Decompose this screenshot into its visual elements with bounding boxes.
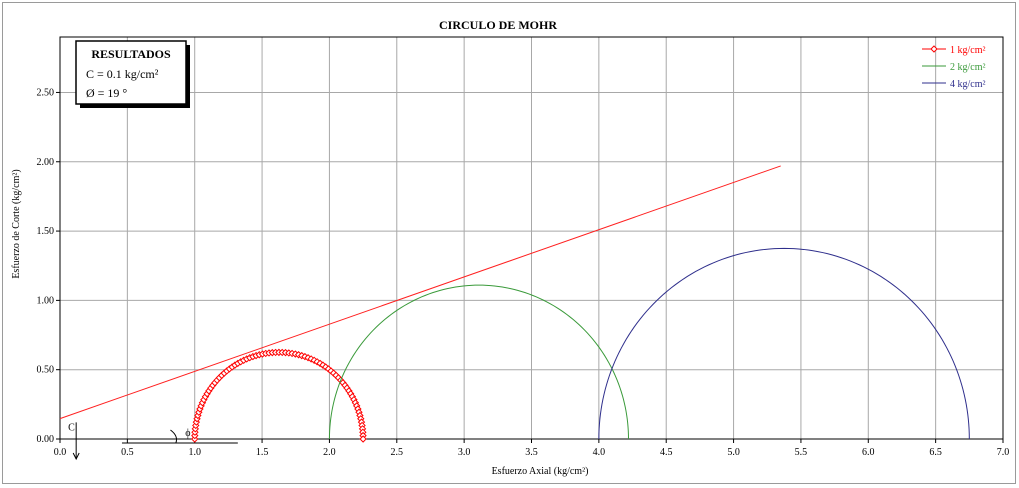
mohr-circle-2 <box>328 284 629 440</box>
envelope-line <box>59 165 781 420</box>
c-arrow-head <box>72 452 80 461</box>
chart-title: CIRCULO DE MOHR <box>439 18 557 32</box>
y-tick-label: 0.00 <box>37 434 55 445</box>
y-tick-label: 2.00 <box>37 157 55 168</box>
y-tick-label: 0.50 <box>37 365 55 376</box>
x-tick-label: 0.0 <box>54 447 67 458</box>
x-tick-label: 5.5 <box>795 447 808 458</box>
x-tick-label: 6.5 <box>929 447 942 458</box>
legend-label-3: 4 kg/cm² <box>950 79 986 90</box>
x-tick-label: 5.0 <box>727 447 740 458</box>
diamond-marker <box>359 435 367 443</box>
x-axis-ticks: 0.0 0.5 1.0 1.5 2.0 2.5 3.0 3.5 4.0 4.5 5.0 5.5 6.0 6… <box>54 439 1010 458</box>
legend: 1 kg/cm² 2 kg/cm² 4 kg/cm² <box>922 45 986 90</box>
x-tick-label: 4.0 <box>593 447 606 458</box>
legend-label-2: 2 kg/cm² <box>950 62 986 73</box>
results-box: RESULTADOS C = 0.1 kg/cm² Ø = 19 ° <box>75 40 190 108</box>
results-cohesion: C = 0.1 kg/cm² <box>86 67 159 81</box>
grid <box>60 37 1003 439</box>
y-tick-label: 1.50 <box>37 226 55 237</box>
mohr-circle-3 <box>598 247 970 440</box>
mohr-circles <box>191 247 970 443</box>
phi-arc <box>170 429 178 444</box>
x-tick-label: 3.5 <box>525 447 538 458</box>
x-tick-label: 6.0 <box>862 447 875 458</box>
y-axis-label: Esfuerzo de Corte (kg/cm²) <box>11 169 22 278</box>
x-tick-label: 3.0 <box>458 447 471 458</box>
legend-marker <box>930 45 938 53</box>
x-tick-label: 4.5 <box>660 447 673 458</box>
x-tick-label: 2.5 <box>391 447 404 458</box>
x-tick-label: 0.5 <box>121 447 134 458</box>
x-tick-label: 1.0 <box>188 447 201 458</box>
x-tick-label: 1.5 <box>256 447 269 458</box>
x-tick-label: 2.0 <box>323 447 336 458</box>
y-axis-ticks: 0.00 0.50 1.00 1.50 2.00 2.50 <box>37 87 60 445</box>
diamond-marker <box>191 428 199 436</box>
results-angle: Ø = 19 ° <box>86 86 127 100</box>
y-tick-label: 1.00 <box>37 295 55 306</box>
results-title: RESULTADOS <box>91 47 171 61</box>
mohr-circle-1 <box>194 351 364 440</box>
results-box-frame <box>75 40 187 105</box>
failure-envelope <box>59 165 781 420</box>
phi-label: ϕ <box>185 428 190 439</box>
legend-label-1: 1 kg/cm² <box>950 45 986 56</box>
c-label: C <box>68 423 75 434</box>
x-tick-label: 7.0 <box>997 447 1010 458</box>
y-tick-label: 2.50 <box>37 87 55 98</box>
x-axis-label: Esfuerzo Axial (kg/cm²) <box>492 466 589 477</box>
